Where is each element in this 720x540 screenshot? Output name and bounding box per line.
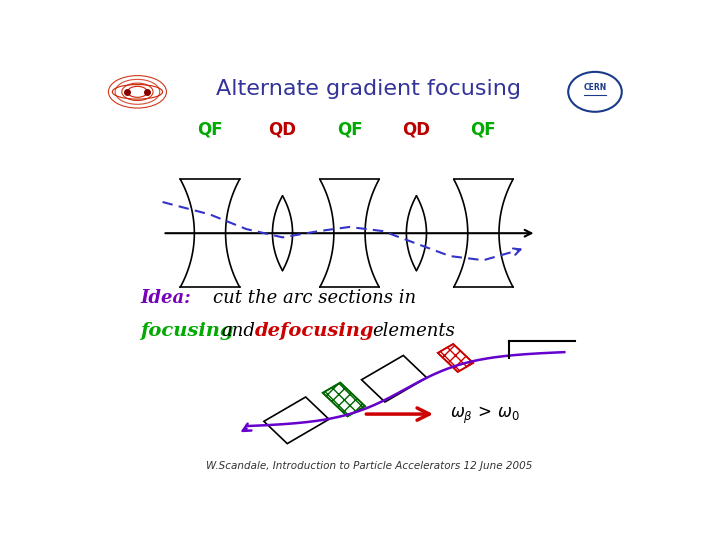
Text: QF: QF [197,120,222,138]
Text: QF: QF [337,120,362,138]
Text: cut the arc sections in: cut the arc sections in [213,289,416,307]
Text: $\omega_\beta\, >\, \omega_0$: $\omega_\beta\, >\, \omega_0$ [450,404,520,426]
Text: and: and [221,322,255,340]
Text: defocusing: defocusing [255,322,374,340]
Text: QD: QD [269,120,297,138]
Text: Alternate gradient focusing: Alternate gradient focusing [217,79,521,99]
Text: CERN: CERN [583,83,607,92]
Text: elements: elements [372,322,454,340]
Text: Idea:: Idea: [140,289,191,307]
Text: QD: QD [402,120,431,138]
Text: focusing: focusing [140,322,234,340]
Polygon shape [264,397,329,443]
Text: W.Scandale, Introduction to Particle Accelerators 12 June 2005: W.Scandale, Introduction to Particle Acc… [206,462,532,471]
Polygon shape [361,355,427,402]
Polygon shape [438,344,473,372]
Text: QF: QF [471,120,496,138]
Polygon shape [323,383,365,416]
